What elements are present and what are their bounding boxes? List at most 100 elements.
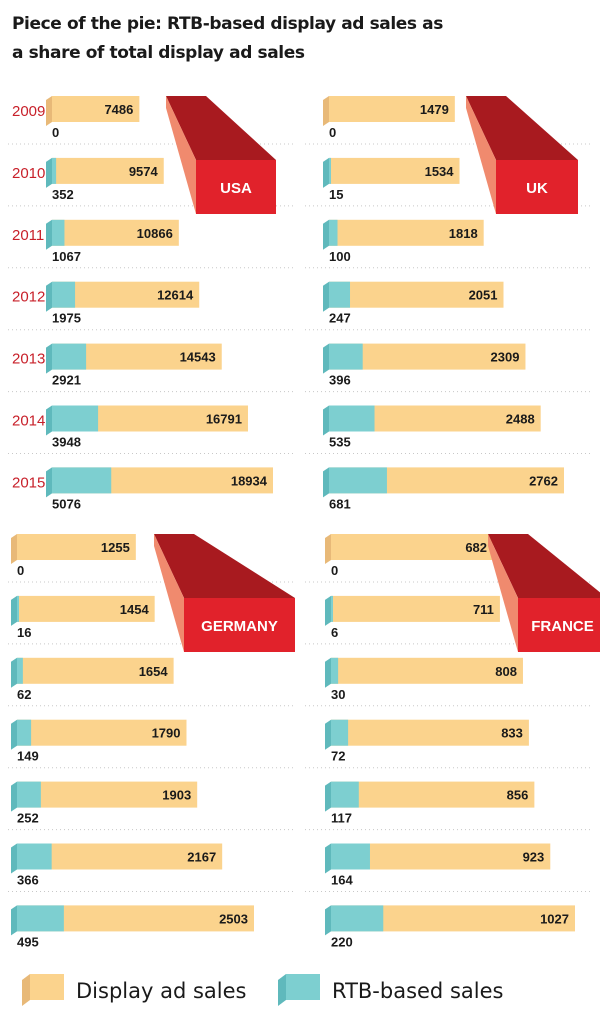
label-rtb-value: 117 bbox=[331, 811, 352, 826]
bar-display-france-2010 bbox=[331, 595, 500, 622]
label-display-value: 1479 bbox=[420, 102, 449, 117]
banner-top-face bbox=[154, 534, 295, 598]
bar-rtb-germany-2012 bbox=[17, 719, 32, 746]
label-rtb-value: 16 bbox=[17, 625, 31, 640]
bar-display-usa-2011 bbox=[52, 219, 179, 246]
bar-display-france-2009 bbox=[331, 534, 494, 560]
bar-side-face bbox=[11, 843, 17, 874]
label-rtb-value: 352 bbox=[52, 187, 74, 202]
label-display-value: 7486 bbox=[104, 102, 133, 117]
bar-display-uk-2009 bbox=[329, 96, 455, 122]
label-display-value: 2309 bbox=[491, 350, 520, 365]
panel-france: 682 0 711 6 808 30 833 72 856 117 923 164 1027 220 FRA… bbox=[325, 534, 600, 949]
bar-side-face bbox=[11, 905, 17, 936]
label-rtb-value: 535 bbox=[329, 435, 351, 450]
bar-rtb-france-2011 bbox=[331, 657, 339, 684]
bar-side-face bbox=[323, 405, 329, 436]
panel-usa: 7486 0 2009 9574 352 2010 10866 1067 2011 12614 19… bbox=[12, 96, 276, 511]
banner-side-face bbox=[154, 534, 184, 652]
bar-rtb-uk-2013 bbox=[329, 343, 363, 370]
bar-display-germany-2010 bbox=[17, 595, 155, 622]
bar-display-uk-2011 bbox=[329, 219, 484, 246]
bar-rtb-germany-2011 bbox=[17, 657, 23, 684]
label-display-value: 2762 bbox=[529, 473, 558, 488]
year-label-2013: 2013 bbox=[12, 351, 45, 368]
label-display-value: 856 bbox=[507, 788, 529, 803]
label-rtb-value: 220 bbox=[331, 934, 353, 949]
country-label-germany: GERMANY bbox=[201, 618, 278, 635]
bar-rtb-uk-2015 bbox=[329, 467, 387, 494]
bar-rtb-france-2015 bbox=[331, 905, 384, 932]
label-rtb-value: 62 bbox=[17, 687, 31, 702]
bar-rtb-germany-2010 bbox=[17, 595, 19, 622]
bar-rtb-usa-2013 bbox=[52, 343, 87, 370]
year-label-2010: 2010 bbox=[12, 165, 45, 182]
bar-side-face bbox=[46, 157, 52, 188]
bar-display-germany-2013 bbox=[17, 781, 198, 808]
banner-side-face bbox=[488, 534, 518, 652]
bar-side-face bbox=[323, 219, 329, 250]
label-rtb-value: 2921 bbox=[52, 373, 81, 388]
bar-side-face bbox=[325, 595, 331, 626]
legend-display-label: Display ad sales bbox=[76, 979, 247, 1003]
bar-rtb-uk-2012 bbox=[329, 281, 351, 308]
bar-rtb-france-2010 bbox=[331, 595, 333, 622]
country-label-uk: UK bbox=[526, 180, 548, 197]
label-display-value: 833 bbox=[501, 726, 523, 741]
banner-front-germany bbox=[184, 598, 295, 652]
bar-rtb-usa-2012 bbox=[52, 281, 76, 308]
label-rtb-value: 1975 bbox=[52, 311, 81, 326]
bar-side-face bbox=[46, 467, 52, 498]
label-display-value: 2167 bbox=[187, 850, 216, 865]
label-display-value: 1255 bbox=[101, 540, 130, 555]
bar-display-usa-2009 bbox=[52, 96, 140, 122]
label-rtb-value: 396 bbox=[329, 373, 351, 388]
label-display-value: 2051 bbox=[469, 288, 498, 303]
label-display-value: 1534 bbox=[425, 164, 455, 179]
label-display-value: 9574 bbox=[129, 164, 159, 179]
bar-side-face bbox=[11, 657, 17, 688]
bar-display-france-2013 bbox=[331, 781, 535, 808]
label-display-value: 1790 bbox=[152, 726, 181, 741]
bar-display-germany-2012 bbox=[17, 719, 187, 746]
label-rtb-value: 5076 bbox=[52, 496, 81, 511]
label-rtb-value: 0 bbox=[329, 125, 336, 140]
bar-display-usa-2010 bbox=[52, 157, 164, 184]
bar-side-face bbox=[323, 467, 329, 498]
label-rtb-value: 1067 bbox=[52, 249, 81, 264]
bar-side-face bbox=[46, 343, 52, 374]
bar-rtb-france-2013 bbox=[331, 781, 359, 808]
bar-side-face bbox=[323, 96, 329, 126]
year-label-2009: 2009 bbox=[12, 103, 45, 120]
label-rtb-value: 149 bbox=[17, 749, 39, 764]
label-display-value: 711 bbox=[473, 602, 494, 617]
label-display-value: 1818 bbox=[449, 226, 478, 241]
label-display-value: 16791 bbox=[206, 412, 242, 427]
bar-rtb-uk-2011 bbox=[329, 219, 338, 246]
label-rtb-value: 164 bbox=[331, 873, 353, 888]
label-rtb-value: 681 bbox=[329, 496, 351, 511]
bar-rtb-germany-2014 bbox=[17, 843, 52, 870]
country-label-france: FRANCE bbox=[531, 618, 594, 635]
bar-side-face bbox=[11, 595, 17, 626]
bar-rtb-usa-2014 bbox=[52, 405, 99, 432]
label-display-value: 1903 bbox=[162, 788, 191, 803]
label-display-value: 10866 bbox=[137, 226, 173, 241]
label-display-value: 12614 bbox=[157, 288, 194, 303]
bar-display-germany-2009 bbox=[17, 534, 136, 560]
bar-rtb-france-2012 bbox=[331, 719, 349, 746]
legend-display: Display ad sales bbox=[22, 974, 246, 1008]
bar-side-face bbox=[46, 405, 52, 436]
label-rtb-value: 30 bbox=[331, 687, 345, 702]
country-label-usa: USA bbox=[220, 180, 252, 197]
panel-germany: 1255 0 1454 16 1654 62 1790 149 1903 252 2167 366 25… bbox=[11, 534, 295, 949]
bar-rtb-usa-2011 bbox=[52, 219, 65, 246]
bar-side-face bbox=[323, 281, 329, 312]
panel-uk: 1479 0 1534 15 1818 100 2051 247 2309 396 2488 535 2… bbox=[323, 96, 578, 511]
label-rtb-value: 366 bbox=[17, 873, 39, 888]
label-display-value: 18934 bbox=[231, 473, 268, 488]
banner-front-usa bbox=[196, 160, 276, 214]
bar-rtb-germany-2015 bbox=[17, 905, 64, 932]
banner-top-face bbox=[166, 96, 276, 160]
